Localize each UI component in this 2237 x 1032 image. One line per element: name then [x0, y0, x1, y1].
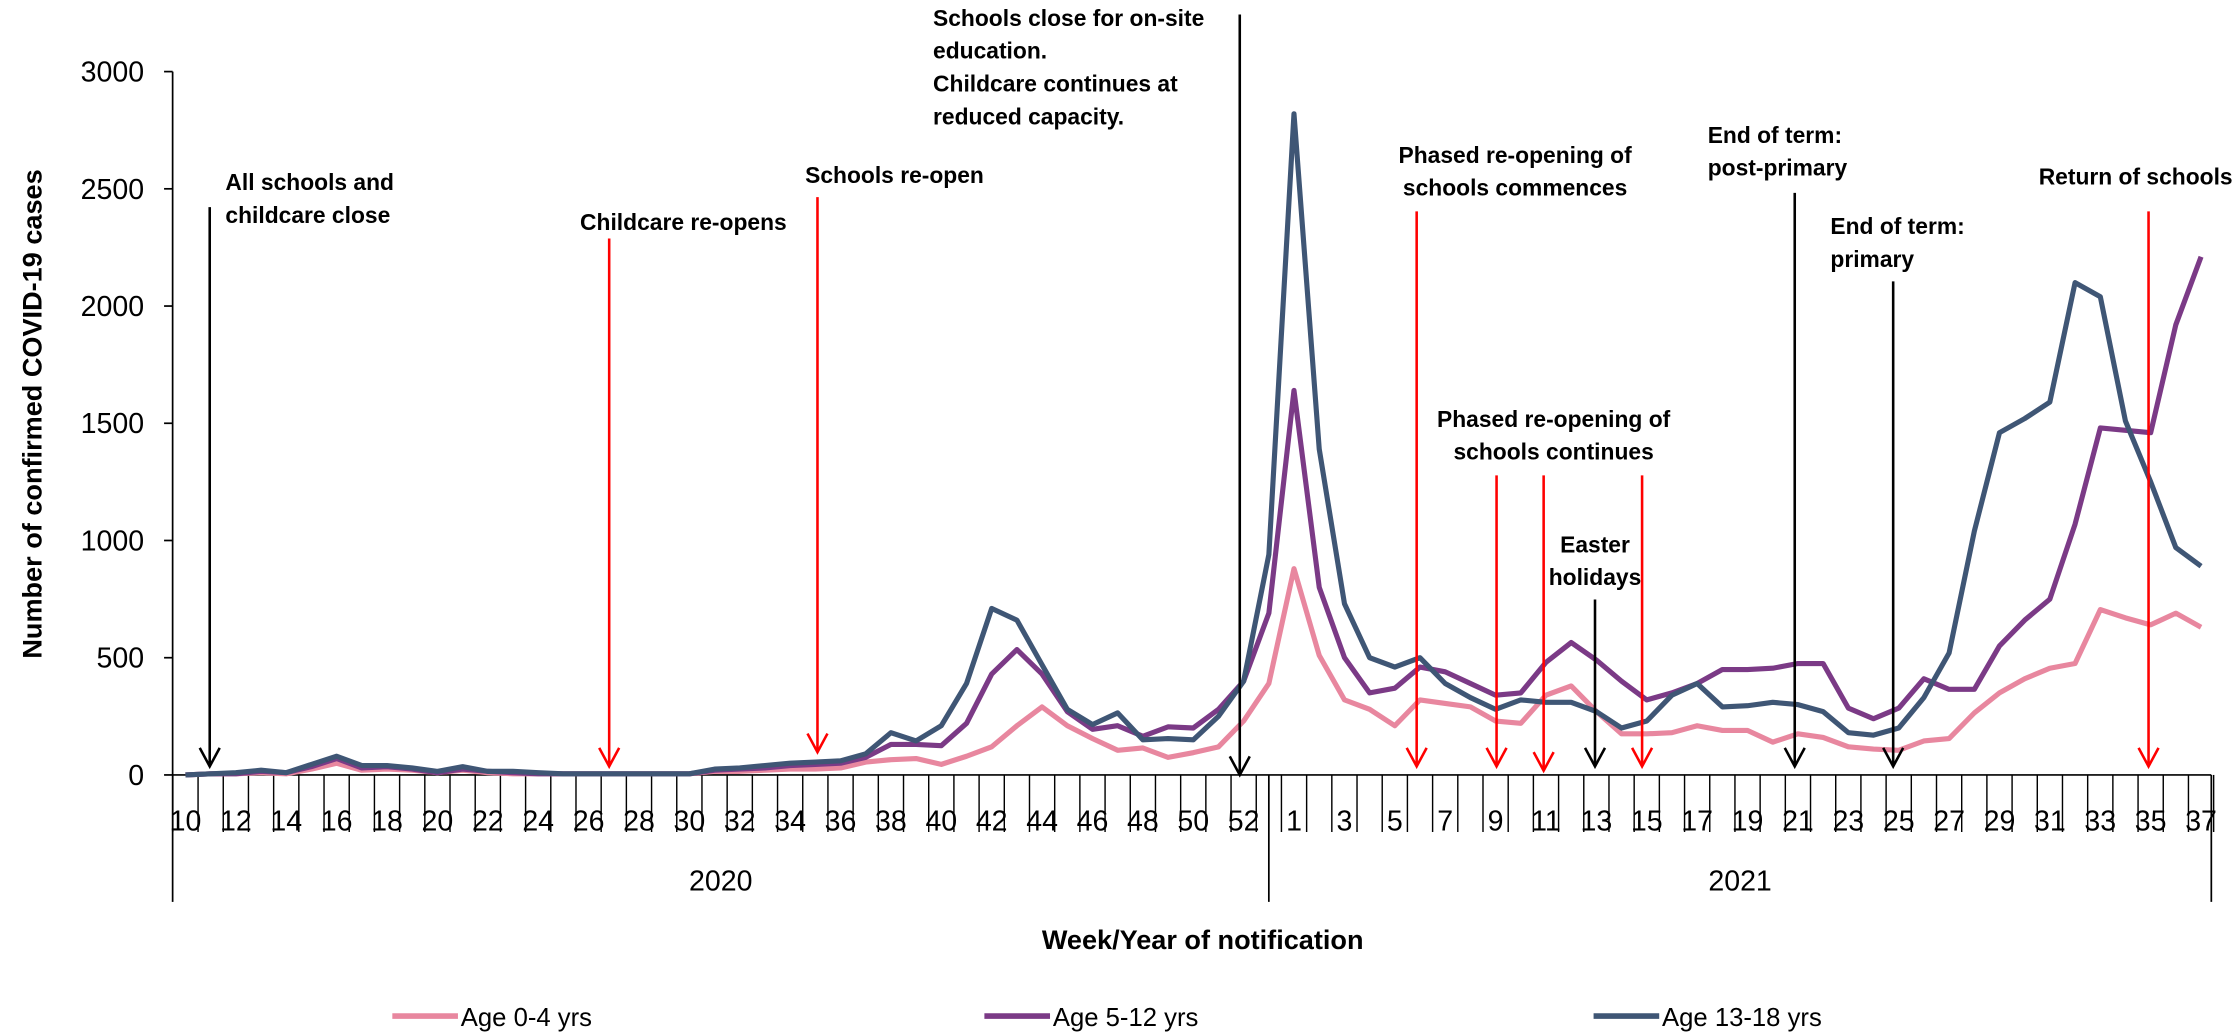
- x-tick-label: 7: [1437, 806, 1453, 838]
- x-tick-label: 52: [1228, 806, 1260, 838]
- annotation-text: Phased re-opening of: [1399, 142, 1633, 168]
- x-tick-label: 1: [1286, 806, 1302, 838]
- x-tick-label: 22: [472, 806, 504, 838]
- annotation-text: post-primary: [1708, 155, 1848, 181]
- legend-label: Age 5-12 yrs: [1053, 1004, 1198, 1032]
- x-tick-label: 9: [1488, 806, 1504, 838]
- x-tick-label: 31: [2034, 806, 2066, 838]
- x-tick-label: 38: [875, 806, 907, 838]
- arrow-head: [198, 747, 221, 770]
- arrow-head: [1630, 747, 1654, 770]
- arrow-head: [1405, 747, 1428, 770]
- annotation-text: Schools close for on-site: [933, 5, 1204, 31]
- x-tick-label: 33: [2084, 806, 2116, 838]
- x-tick-label: 34: [774, 806, 806, 838]
- series-line: [185, 566, 2203, 778]
- x-tick-label: 35: [2135, 806, 2167, 838]
- arrow-head: [1485, 747, 1508, 770]
- x-tick-label: 40: [925, 806, 957, 838]
- annotation-text: Schools re-open: [805, 162, 984, 188]
- x-tick-label: 50: [1177, 806, 1209, 838]
- x-tick-label: 17: [1681, 806, 1713, 838]
- y-tick-label: 2000: [81, 291, 144, 323]
- x-tick-label: 26: [573, 806, 605, 838]
- annotation-text: Phased re-opening of: [1437, 406, 1671, 432]
- x-tick-label: 32: [724, 806, 756, 838]
- x-tick-label: 21: [1782, 806, 1814, 838]
- annotation-text: holidays: [1549, 564, 1642, 590]
- series-line: [185, 111, 2203, 778]
- x-tick-label: 27: [1933, 806, 1965, 838]
- annotation-text: All schools and: [225, 169, 394, 195]
- annotation-text: End of term:: [1830, 213, 1964, 239]
- y-tick-label: 3000: [81, 57, 144, 89]
- arrow-head: [1882, 747, 1905, 770]
- x-tick-label: 25: [1883, 806, 1915, 838]
- y-tick-label: 2500: [81, 174, 144, 206]
- x-tick-label: 19: [1732, 806, 1764, 838]
- x-tick-label: 46: [1077, 806, 1109, 838]
- annotation-text: education.: [933, 38, 1047, 64]
- x-tick-label: 28: [623, 806, 655, 838]
- x-axis-title: Week/Year of notification: [1042, 924, 1364, 955]
- x-tick-label: 3: [1336, 806, 1352, 838]
- annotation-text: schools commences: [1403, 175, 1627, 201]
- y-tick-label: 1000: [81, 525, 144, 557]
- annotation-text: End of term:: [1708, 122, 1842, 148]
- arrow-head: [806, 732, 829, 755]
- x-tick-label: 18: [371, 806, 403, 838]
- x-tick-label: 48: [1127, 806, 1159, 838]
- x-tick-label: 13: [1581, 806, 1613, 838]
- x-tick-label: 14: [270, 806, 302, 838]
- x-tick-label: 12: [220, 806, 252, 838]
- annotation-text: Return of schools: [2039, 163, 2233, 189]
- x-tick-label: 24: [522, 806, 554, 838]
- arrow-head: [2137, 747, 2160, 770]
- x-tick-label: 30: [674, 806, 706, 838]
- x-tick-label: 5: [1387, 806, 1403, 838]
- series-line: [185, 255, 2204, 778]
- arrow-head: [1532, 751, 1555, 774]
- arrow-head: [1228, 755, 1251, 778]
- year-label: 2021: [1708, 865, 1771, 897]
- arrow-head: [598, 747, 621, 770]
- x-tick-label: 23: [1832, 806, 1864, 838]
- x-tick-label: 29: [1984, 806, 2016, 838]
- annotation-text: Childcare continues at: [933, 71, 1178, 97]
- x-tick-label: 36: [825, 806, 857, 838]
- annotation-text: Easter: [1560, 531, 1630, 557]
- year-label: 2020: [689, 865, 752, 897]
- annotation-text: primary: [1830, 246, 1914, 272]
- x-tick-label: 42: [976, 806, 1008, 838]
- x-tick-label: 20: [422, 806, 454, 838]
- x-tick-label: 10: [170, 806, 202, 838]
- legend-label: Age 13-18 yrs: [1662, 1004, 1822, 1032]
- arrow-head: [1783, 747, 1806, 770]
- annotation-text: childcare close: [225, 202, 390, 228]
- arrow-head: [1583, 747, 1607, 770]
- annotation-text: schools continues: [1453, 439, 1653, 465]
- x-tick-label: 44: [1026, 806, 1058, 838]
- y-tick-label: 0: [128, 760, 144, 792]
- y-tick-label: 1500: [81, 408, 144, 440]
- x-tick-label: 16: [321, 806, 353, 838]
- y-tick-label: 500: [97, 643, 145, 675]
- x-tick-label: 11: [1531, 806, 1561, 838]
- x-tick-label: 15: [1631, 806, 1663, 838]
- annotation-text: reduced capacity.: [933, 103, 1124, 129]
- legend-label: Age 0-4 yrs: [461, 1004, 592, 1032]
- y-axis-title: Number of confirmed COVID-19 cases: [16, 169, 47, 658]
- annotation-text: Childcare re-opens: [580, 209, 787, 235]
